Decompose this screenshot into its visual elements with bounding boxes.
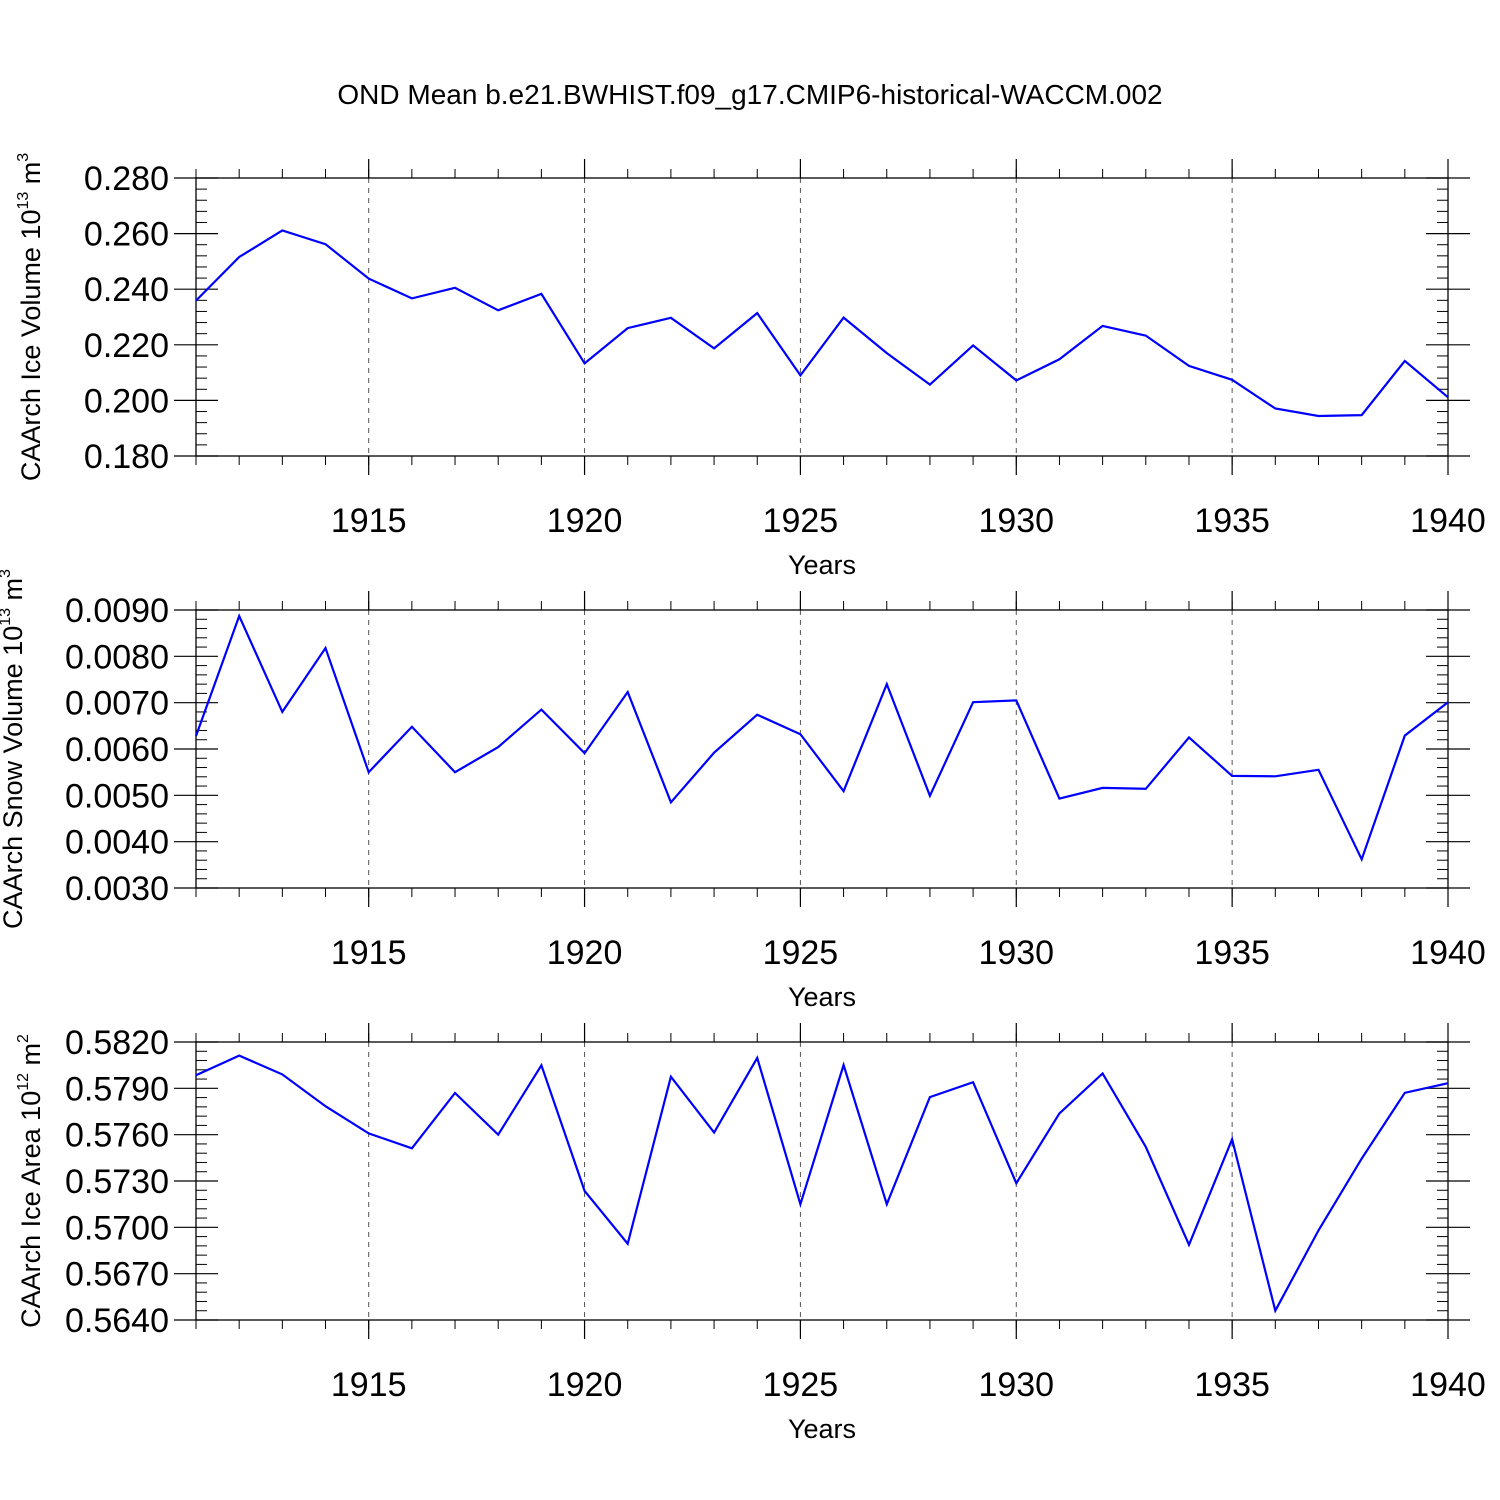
x-tick-label: 1915 — [331, 1366, 407, 1404]
y-axis-label: CAArch Snow Volume 1013 m3 — [0, 569, 28, 929]
y-tick-label: 0.5640 — [65, 1302, 169, 1340]
series-line — [195, 229, 1449, 418]
x-tick-label: 1940 — [1410, 1366, 1486, 1404]
y-tick-label: 0.0070 — [65, 685, 169, 723]
plot-frame — [195, 609, 1449, 889]
y-tick-label: 0.240 — [84, 271, 169, 309]
figure-title: OND Mean b.e21.BWHIST.f09_g17.CMIP6-hist… — [337, 79, 1162, 110]
y-tick-label: 0.5790 — [65, 1070, 169, 1108]
x-tick-label: 1930 — [978, 934, 1054, 972]
y-axis-label: CAArch Ice Area 1012 m2 — [15, 1034, 46, 1328]
x-tick-label: 1915 — [331, 502, 407, 540]
x-tick-label: 1935 — [1194, 934, 1270, 972]
x-tick-label: 1925 — [763, 502, 839, 540]
plot-frame — [195, 177, 1449, 457]
panel-3: 0.5640 0.5670 0.5700 0.5730 0.5760 0.5790 0.58… — [15, 1023, 1486, 1444]
x-tick-label: 1930 — [978, 502, 1054, 540]
x-axis-label: Years — [788, 982, 856, 1012]
x-axis-label: Years — [788, 550, 856, 580]
panel-1: 0.180 0.200 0.220 0.240 0.260 0.280 1915 1920 19… — [15, 153, 1486, 580]
x-tick-label: 1925 — [763, 934, 839, 972]
y-tick-label: 0.0040 — [65, 824, 169, 862]
panel-2: 0.0030 0.0040 0.0050 0.0060 0.0070 0.0080 0.00… — [0, 569, 1486, 1012]
y-tick-label: 0.5700 — [65, 1209, 169, 1247]
x-tick-label: 1940 — [1410, 934, 1486, 972]
x-tick-label: 1925 — [763, 1366, 839, 1404]
y-tick-label: 0.5730 — [65, 1163, 169, 1201]
x-tick-label: 1935 — [1194, 1366, 1270, 1404]
y-tick-label: 0.5670 — [65, 1256, 169, 1294]
y-tick-label: 0.5820 — [65, 1024, 169, 1062]
y-tick-label: 0.280 — [84, 160, 169, 198]
y-tick-label: 0.5760 — [65, 1117, 169, 1155]
y-tick-label: 0.0090 — [65, 592, 169, 630]
y-tick-label: 0.200 — [84, 382, 169, 420]
y-tick-label: 0.220 — [84, 327, 169, 365]
y-tick-label: 0.0030 — [65, 870, 169, 908]
y-tick-label: 0.0050 — [65, 777, 169, 815]
y-tick-label: 0.260 — [84, 216, 169, 254]
plot-frame — [195, 1041, 1449, 1321]
y-tick-label: 0.180 — [84, 438, 169, 476]
x-axis-label: Years — [788, 1414, 856, 1444]
x-tick-label: 1935 — [1194, 502, 1270, 540]
series-line — [194, 613, 1449, 863]
series-line — [195, 1054, 1449, 1314]
x-tick-label: 1915 — [331, 934, 407, 972]
y-tick-label: 0.0060 — [65, 731, 169, 769]
x-tick-label: 1940 — [1410, 502, 1486, 540]
panels: 0.180 0.200 0.220 0.240 0.260 0.280 1915 1920 19… — [0, 153, 1486, 1444]
y-axis-label: CAArch Ice Volume 1013 m3 — [15, 153, 46, 481]
x-tick-label: 1920 — [547, 1366, 623, 1404]
x-tick-label: 1920 — [547, 934, 623, 972]
y-tick-label: 0.0080 — [65, 638, 169, 676]
x-tick-label: 1930 — [978, 1366, 1054, 1404]
x-tick-label: 1920 — [547, 502, 623, 540]
